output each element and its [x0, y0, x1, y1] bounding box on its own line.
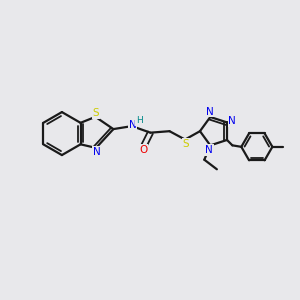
- Text: H: H: [136, 116, 143, 125]
- Text: N: N: [93, 147, 101, 157]
- Text: S: S: [92, 108, 99, 118]
- Text: N: N: [129, 120, 136, 130]
- Text: S: S: [183, 139, 189, 149]
- Text: O: O: [139, 145, 147, 155]
- Text: N: N: [205, 145, 213, 155]
- Text: N: N: [229, 116, 236, 126]
- Text: N: N: [206, 106, 214, 117]
